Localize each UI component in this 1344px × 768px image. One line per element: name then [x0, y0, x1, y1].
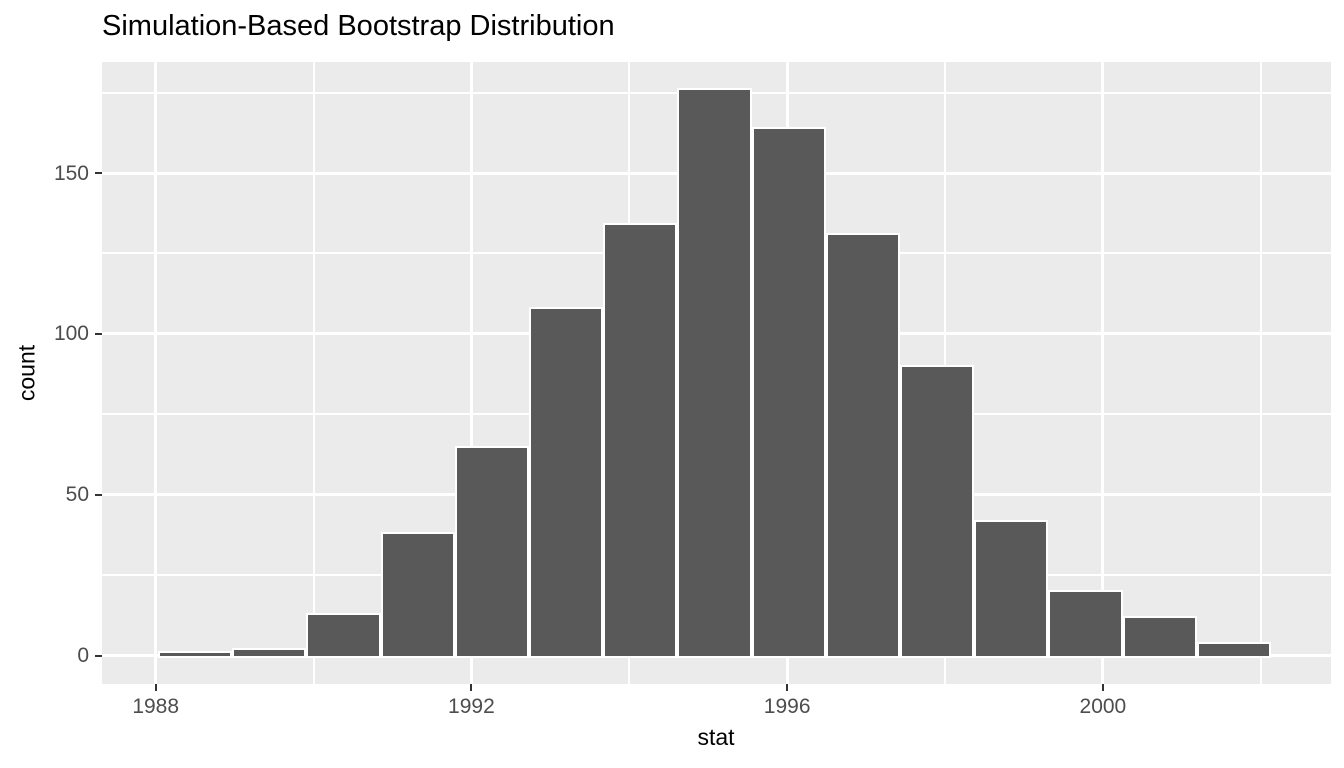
histogram-bar [900, 365, 975, 658]
x-tick-mark [470, 684, 473, 691]
x-major-gridline [1101, 62, 1105, 684]
histogram-bar [380, 532, 455, 658]
y-tick-mark [95, 654, 102, 657]
histogram-bar [751, 126, 826, 658]
x-axis-title: stat [697, 724, 735, 750]
x-major-gridline [469, 62, 473, 684]
plot-title: Simulation-Based Bootstrap Distribution [102, 10, 615, 42]
x-major-gridline [154, 62, 158, 684]
x-tick-mark [786, 684, 789, 691]
x-tick-label: 1992 [448, 695, 495, 718]
y-tick-mark [95, 493, 102, 496]
y-tick-label: 150 [53, 161, 89, 185]
x-tick-label: 1988 [132, 695, 180, 718]
histogram-bar [158, 651, 233, 658]
histogram-bar [306, 612, 381, 658]
y-tick-label: 50 [65, 483, 89, 507]
histogram-bar [1048, 590, 1123, 658]
histogram-bar [974, 519, 1049, 658]
y-axis-title: count [13, 344, 40, 402]
x-minor-gridline [1259, 62, 1262, 684]
x-tick-label: 1996 [763, 695, 811, 718]
histogram-bar [1122, 616, 1197, 658]
x-minor-gridline [312, 62, 315, 684]
y-tick-label: 0 [77, 644, 89, 668]
y-tick-label: 100 [53, 322, 89, 346]
x-tick-label: 2000 [1079, 695, 1127, 718]
x-tick-mark [154, 684, 157, 691]
histogram-bar [232, 648, 307, 658]
histogram-bar [603, 223, 678, 658]
x-tick-mark [1101, 684, 1104, 691]
plot-panel [102, 62, 1331, 684]
histogram-bar [529, 307, 604, 658]
histogram-bar [825, 233, 900, 658]
histogram-bar [454, 445, 530, 658]
histogram-bar [1196, 641, 1271, 658]
y-tick-mark [95, 332, 102, 335]
histogram-bar [677, 88, 752, 658]
y-tick-mark [95, 172, 102, 174]
